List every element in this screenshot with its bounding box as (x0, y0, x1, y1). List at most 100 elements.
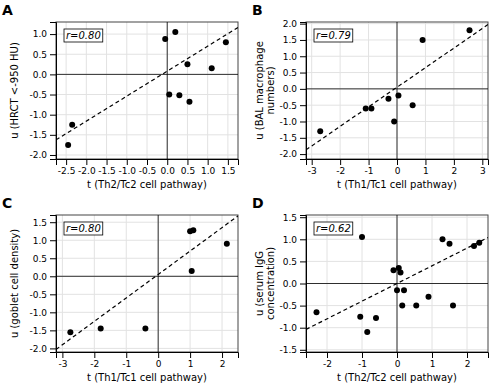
annotation: r=0.62 (314, 222, 353, 235)
point (357, 314, 363, 320)
y-tick-label: 0.5 (283, 257, 297, 267)
y-tick: -1.0 (29, 110, 56, 120)
x-tick-mark (228, 159, 229, 165)
grid-line-x (158, 215, 159, 352)
point (385, 96, 391, 102)
grid-line-x (425, 22, 426, 159)
y-tick-mark (50, 74, 56, 75)
plot-frame (56, 215, 238, 352)
y-axis-title: u (BAL macrophagenumbers) (254, 41, 276, 140)
grid-line-x (147, 22, 148, 159)
x-tick-label: 1 (430, 359, 436, 369)
point (447, 241, 453, 247)
grid-line-x (126, 215, 127, 352)
grid-line-x (368, 22, 369, 159)
x-axis-line (307, 160, 489, 166)
y-tick: -0.5 (29, 90, 56, 100)
x-tick: 1.0 (201, 159, 216, 176)
x-tick-mark (66, 159, 67, 165)
y-tick-mark (300, 350, 306, 351)
x-tick: -1.5 (98, 159, 116, 176)
y-axis-title-line: concentration) (265, 247, 276, 320)
y-tick-label: 2.0 (283, 19, 298, 29)
y-tick-mark (50, 115, 56, 116)
grid-line-x (207, 22, 208, 159)
x-tick: -0.5 (139, 159, 157, 176)
y-tick-mark (50, 34, 56, 35)
plot-data (306, 215, 488, 352)
x-tick-mark (454, 159, 455, 165)
y-tick: -2.0 (29, 344, 56, 354)
x-tick-label: 0 (156, 359, 162, 369)
y-tick-mark (300, 261, 306, 262)
y-tick-mark (300, 40, 306, 41)
y-tick-label: -1.0 (29, 308, 47, 318)
x-tick: 0.5 (181, 159, 195, 176)
x-tick-label: 2 (220, 359, 226, 369)
y-tick: -1.0 (279, 117, 306, 127)
y-tick-mark (50, 95, 56, 96)
grid-line-y (56, 54, 238, 55)
point (391, 267, 397, 273)
y-tick-mark (50, 276, 56, 277)
x-tick-mark (432, 352, 433, 358)
x-tick-mark (482, 159, 483, 165)
x-tick: 2 (465, 352, 471, 369)
x-axis-line (307, 353, 489, 359)
point (224, 241, 230, 247)
grid-line-x (106, 22, 107, 159)
y-axis-title-line: u (HRCT <-950 HU) (9, 42, 20, 139)
x-tick-label: -1 (358, 359, 367, 369)
reference-line-h (56, 74, 238, 75)
grid-line-x (397, 22, 398, 159)
plot-data (56, 215, 238, 352)
y-tick-mark (300, 138, 306, 139)
panel-label: A (2, 2, 13, 18)
y-tick-mark (50, 348, 56, 349)
annotation: r=0.80 (64, 222, 103, 235)
y-tick-mark (300, 73, 306, 74)
regression-line (56, 27, 238, 139)
plot-frame (56, 22, 238, 159)
x-tick-mark (369, 159, 370, 165)
point (401, 287, 407, 293)
grid-line-x (66, 22, 67, 159)
point (314, 309, 320, 315)
x-tick: -1.0 (118, 159, 136, 176)
point (440, 236, 446, 242)
y-tick-mark (300, 328, 306, 329)
y-tick-label: -2.0 (279, 149, 297, 159)
y-tick: -0.5 (279, 101, 306, 111)
x-tick-mark (467, 352, 468, 358)
panel-label: C (2, 195, 12, 211)
grid-line-x (187, 22, 188, 159)
x-tick: 2 (220, 352, 226, 369)
y-tick-mark (50, 54, 56, 55)
y-tick-label: -1.0 (279, 117, 297, 127)
y-axis-line (50, 23, 57, 160)
x-tick-label: -3 (58, 359, 67, 369)
point (98, 326, 104, 332)
y-tick-mark (50, 258, 56, 259)
y-tick: 1.0 (33, 236, 56, 246)
y-axis-line (300, 216, 307, 353)
y-tick-label: 0.0 (283, 279, 298, 289)
y-tick-mark (300, 56, 306, 57)
x-tick: 3 (480, 159, 486, 176)
grid-line-x (482, 22, 483, 159)
x-axis-title: t (Th1/Tc1 cell pathway) (87, 372, 207, 383)
x-tick-mark (327, 352, 328, 358)
y-tick-mark (300, 89, 306, 90)
annotation-text: r=0.79 (316, 30, 351, 41)
point (209, 65, 215, 71)
point (368, 105, 374, 111)
grid (306, 215, 488, 352)
y-tick-label: -1.0 (279, 323, 297, 333)
panel: -3-2-10123-2.0-1.5-1.0-0.50.00.51.01.52.… (252, 2, 489, 190)
x-tick: -1 (122, 352, 131, 369)
grid-line-x (86, 22, 87, 159)
annotation-text: r=0.80 (66, 30, 101, 41)
point (364, 329, 370, 335)
y-axis-line (50, 216, 57, 353)
x-axis-line (57, 353, 239, 359)
